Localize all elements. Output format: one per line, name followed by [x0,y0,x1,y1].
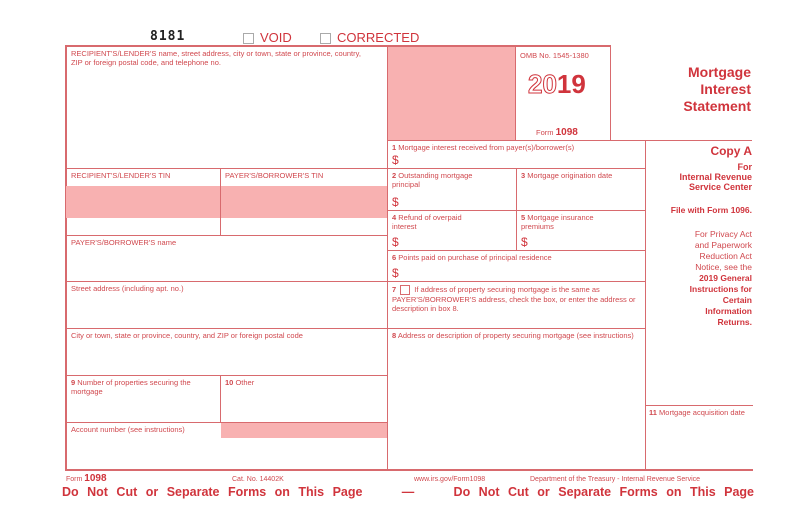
irs-url[interactable]: www.irs.gov/Form1098 [414,476,486,483]
recipient-box[interactable]: RECIPIENT'S/LENDER'S name, street addres… [65,45,388,169]
box2[interactable]: 2 Outstanding mortgage principal $ [387,168,517,211]
omb-box: OMB No. 1545-1380 2019 Form 1098 [515,45,611,141]
box4-label: 4 Refund of overpaid interest [392,213,462,231]
dollar-sign: $ [392,266,399,280]
department: Department of the Treasury - Internal Re… [530,476,701,483]
street-label: Street address (including apt. no.) [71,284,184,293]
street-box[interactable]: Street address (including apt. no.) [65,281,388,329]
payer-tin-label: PAYER'S/BORROWER'S TIN [225,171,324,180]
tin-shaded-area [66,186,387,218]
box7[interactable]: 7 If address of property securing mortga… [387,281,646,329]
omb-number: OMB No. 1545-1380 [520,51,589,60]
box8[interactable]: 8 Address or description of property sec… [387,328,646,471]
void-checkbox[interactable]: VOID [243,30,292,45]
account-shaded-area [221,423,387,438]
divider [220,168,221,236]
box8-label: 8 Address or description of property sec… [392,331,634,340]
box1-label: 1 Mortgage interest received from payer(… [392,143,575,152]
payer-name-label: PAYER'S/BORROWER'S name [71,238,177,247]
cat-number: Cat. No. 14402K [232,476,284,483]
box3-label: 3 Mortgage origination date [521,171,613,180]
box11-label: 11 Mortgage acquisition date [649,408,745,417]
city-box[interactable]: City or town, state or province, country… [65,328,388,376]
box10[interactable]: 10 Other [220,375,388,423]
city-label: City or town, state or province, country… [71,331,303,340]
box4[interactable]: 4 Refund of overpaid interest $ [387,210,517,251]
dollar-sign: $ [392,235,399,249]
shaded-block [388,46,516,140]
box9-label: 9 Number of properties securing the mort… [71,378,191,396]
box6[interactable]: 6 Points paid on purchase of principal r… [387,250,646,282]
recipient-tin-label: RECIPIENT'S/LENDER'S TIN [71,171,171,180]
account-label: Account number (see instructions) [71,425,185,434]
footer-form-number: Form 1098 [66,473,107,484]
payer-name-box[interactable]: PAYER'S/BORROWER'S name [65,235,388,282]
box7-checkbox[interactable] [400,285,411,296]
dollar-sign: $ [392,153,399,167]
void-checkbox-box[interactable] [243,33,254,45]
do-not-cut-warning: Do Not Cut or Separate Forms on This Pag… [62,485,754,499]
tax-year: 2019 [528,69,586,100]
corrected-checkbox-box[interactable] [320,33,331,45]
privacy-notice: For Privacy Act and Paperwork Reduction Ac… [689,229,752,327]
form-number: Form 1098 [536,127,578,138]
copy-a-label: Copy A [710,144,752,158]
box2-label: 2 Outstanding mortgage principal [392,171,473,189]
box7-label: 7 If address of property securing mortga… [392,285,636,314]
box1[interactable]: 1 Mortgage interest received from payer(… [387,140,646,169]
box3[interactable]: 3 Mortgage origination date [516,168,646,211]
box10-label: 10 Other [225,378,255,387]
corrected-checkbox[interactable]: CORRECTED [320,30,419,45]
box11[interactable]: 11 Mortgage acquisition date [645,405,753,471]
box5-label: 5 Mortgage insurance premiums [521,213,594,231]
form-id: 8181 [150,29,186,44]
recipient-label: RECIPIENT'S/LENDER'S name, street addres… [71,49,361,67]
shaded-block-border [387,45,516,141]
dollar-sign: $ [521,235,528,249]
dollar-sign: $ [392,195,399,209]
form-title: Mortgage Interest Statement [683,64,751,114]
copy-a-panel: Copy A For Internal Revenue Service Cent… [646,144,752,328]
void-label: VOID [260,30,292,45]
box6-label: 6 Points paid on purchase of principal r… [392,253,552,262]
box9[interactable]: 9 Number of properties securing the mort… [65,375,221,423]
corrected-label: CORRECTED [337,30,420,45]
box5[interactable]: 5 Mortgage insurance premiums $ [516,210,646,251]
